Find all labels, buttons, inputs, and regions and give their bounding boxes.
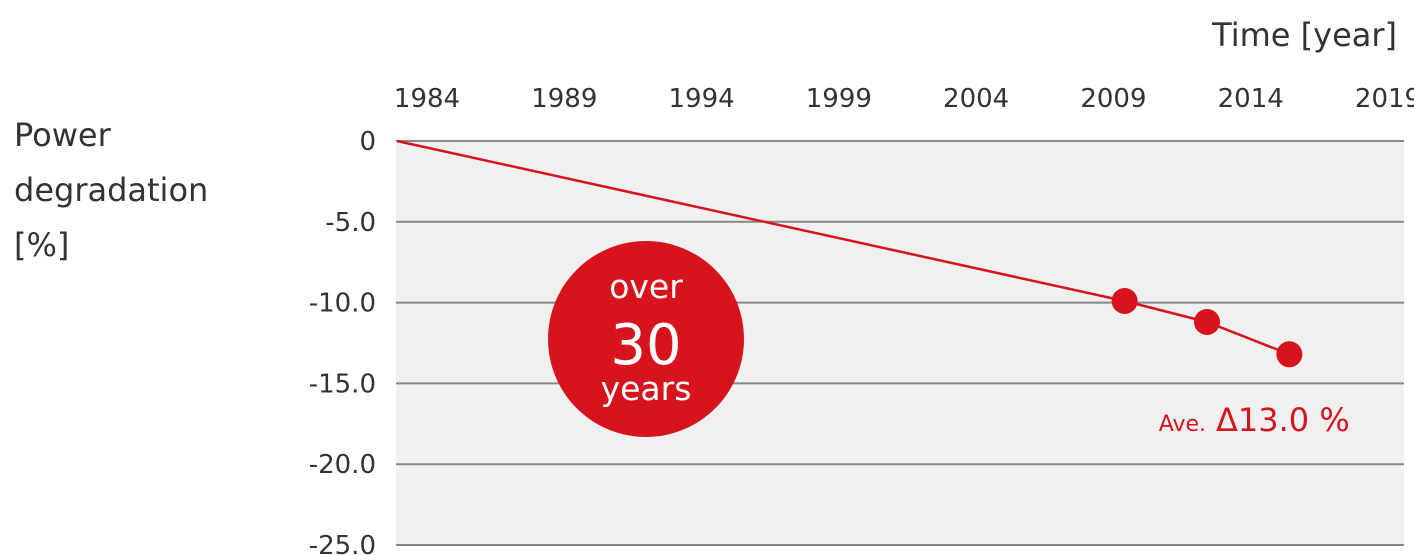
- average-annotation: Ave. Δ13.0 %: [1159, 401, 1350, 439]
- y-tick-label: -25.0: [309, 531, 376, 555]
- x-tick-label: 2009: [1080, 84, 1146, 114]
- y-axis-title-line-2: degradation: [14, 171, 208, 209]
- y-tick-label: -15.0: [309, 369, 376, 399]
- x-tick-label: 1994: [668, 84, 734, 114]
- plot-background: [396, 141, 1404, 545]
- over-30-years-badge: over 30 years: [548, 241, 744, 437]
- y-axis-title: Power degradation [%]: [14, 116, 218, 264]
- x-tick-label: 2019: [1355, 84, 1414, 114]
- y-axis-title-line-3: [%]: [14, 226, 69, 264]
- y-tick-label: -10.0: [309, 289, 376, 319]
- y-tick-label: -20.0: [309, 450, 376, 480]
- badge-line-1: over: [609, 267, 683, 306]
- badge-circle: [548, 241, 744, 437]
- y-tick-label: 0: [359, 127, 376, 157]
- series-line: [396, 139, 1290, 356]
- x-tick-labels: 1984 1989 1994 1999 2004 2009 2014 2019: [394, 84, 1414, 114]
- series: [396, 139, 1303, 368]
- x-tick-label: 1999: [806, 84, 872, 114]
- y-tick-label: -5.0: [325, 208, 376, 238]
- x-axis-title: Time [year]: [1211, 16, 1397, 54]
- x-tick-label: 2014: [1218, 84, 1284, 114]
- x-tick-label: 2004: [943, 84, 1009, 114]
- annotation-value: Δ13.0 %: [1216, 401, 1350, 439]
- badge-line-2: 30: [610, 313, 681, 378]
- x-tick-label: 1984: [394, 84, 460, 114]
- plot-area: [396, 141, 1404, 545]
- y-tick-labels: 0 -5.0 -10.0 -15.0 -20.0 -25.0: [309, 127, 376, 555]
- data-point: [1193, 308, 1220, 335]
- x-tick-label: 1989: [531, 84, 597, 114]
- y-axis-title-line-1: Power: [14, 116, 112, 154]
- badge-line-3: years: [601, 369, 692, 408]
- data-point: [1276, 341, 1303, 368]
- data-point: [1111, 287, 1138, 314]
- annotation-prefix: Ave.: [1159, 412, 1206, 437]
